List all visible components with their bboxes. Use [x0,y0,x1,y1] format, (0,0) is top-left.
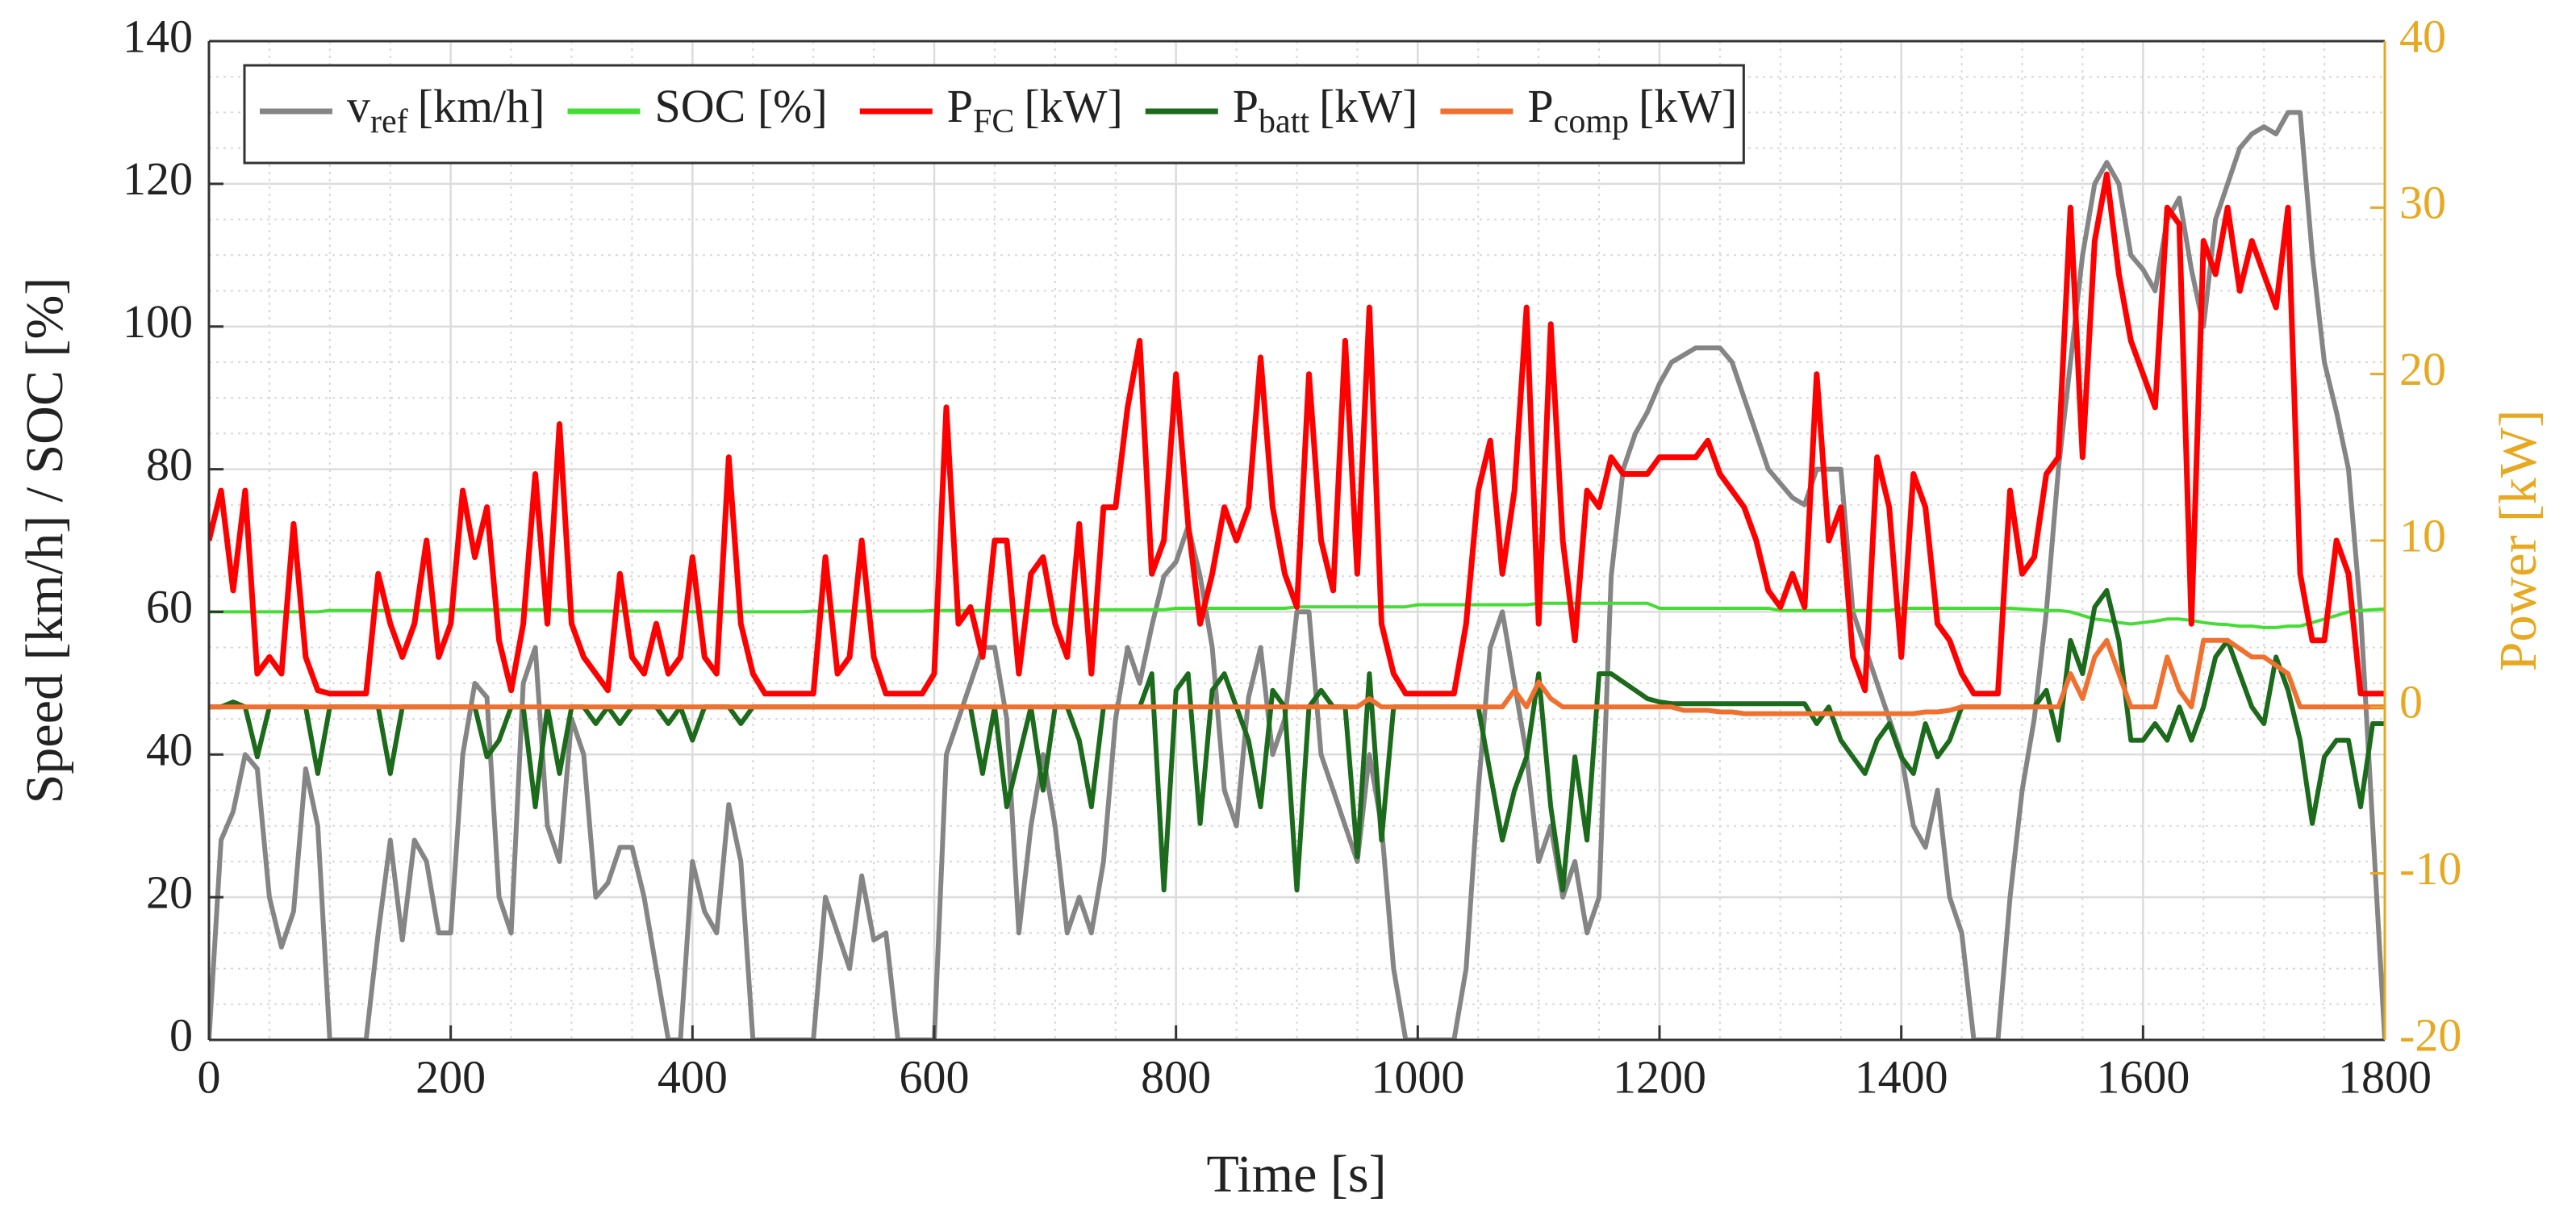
x-tick-label: 600 [900,1050,970,1103]
y-tick-label: 100 [123,295,193,348]
x-tick-label: 800 [1141,1050,1211,1103]
series-line [209,637,2385,716]
x-tick-label: 1800 [2338,1050,2432,1103]
legend-label: PFC [kW] [947,80,1123,140]
y2-tick-label: 10 [2399,509,2446,561]
legend-label: Pbatt [kW] [1233,80,1418,140]
y-tick-label: 20 [146,866,193,918]
plot-area [209,110,2385,1040]
legend-subscript: comp [1554,103,1629,140]
legend-name: v [347,80,370,132]
legend-name: SOC [%] [654,80,827,132]
x-axis-title: Time [s] [1206,1145,1386,1204]
y-tick-label: 120 [123,152,193,205]
x-tick-label: 1400 [1855,1050,1948,1103]
legend-subscript: FC [973,103,1014,140]
x-tick-label: 1000 [1371,1050,1464,1103]
y2-tick-label: 0 [2399,676,2423,728]
legend-name: P [947,80,973,132]
legend-unit: [km/h] [418,80,545,132]
y-axis-title: Speed [km/h] / SOC [%] [15,278,74,804]
y-tick-label: 140 [123,10,193,62]
y-tick-label: 0 [169,1008,193,1061]
axes: 0 200 400 600 800 1000 1200 1400 1600 18000204060… [123,10,2461,1103]
x-tick-label: 1200 [1613,1050,1706,1103]
legend-label: vref [km/h] [347,80,545,140]
y2-tick-label: -10 [2399,842,2461,895]
y2-tick-label: 20 [2399,343,2446,395]
y2-tick-label: 30 [2399,177,2446,229]
y-tick-label: 60 [146,581,193,633]
x-tick-label: 0 [198,1050,221,1103]
legend-label: SOC [%] [654,80,827,132]
legend-unit: [kW] [1639,80,1737,132]
legend-name: P [1233,80,1259,132]
y2-tick-label: -20 [2399,1008,2461,1061]
legend-subscript: batt [1259,103,1309,140]
y-tick-label: 40 [146,724,193,776]
y-tick-label: 80 [146,438,193,491]
legend-unit: [kW] [1319,80,1417,132]
series-line [209,171,2385,697]
legend-subscript: ref [370,103,408,140]
y2-tick-label: 40 [2399,10,2446,62]
y2-axis-title: Power [kW] [2489,410,2548,671]
legend-label: Pcomp [kW] [1527,80,1737,140]
x-tick-label: 400 [658,1050,728,1103]
x-tick-label: 200 [415,1050,486,1103]
legend-name: P [1527,80,1553,132]
x-tick-label: 1600 [2096,1050,2190,1103]
legend-unit: [kW] [1024,80,1122,132]
legend: vref [km/h] SOC [%] PFC [kW] Pbatt [kW] Pcomp [k… [243,64,1745,165]
